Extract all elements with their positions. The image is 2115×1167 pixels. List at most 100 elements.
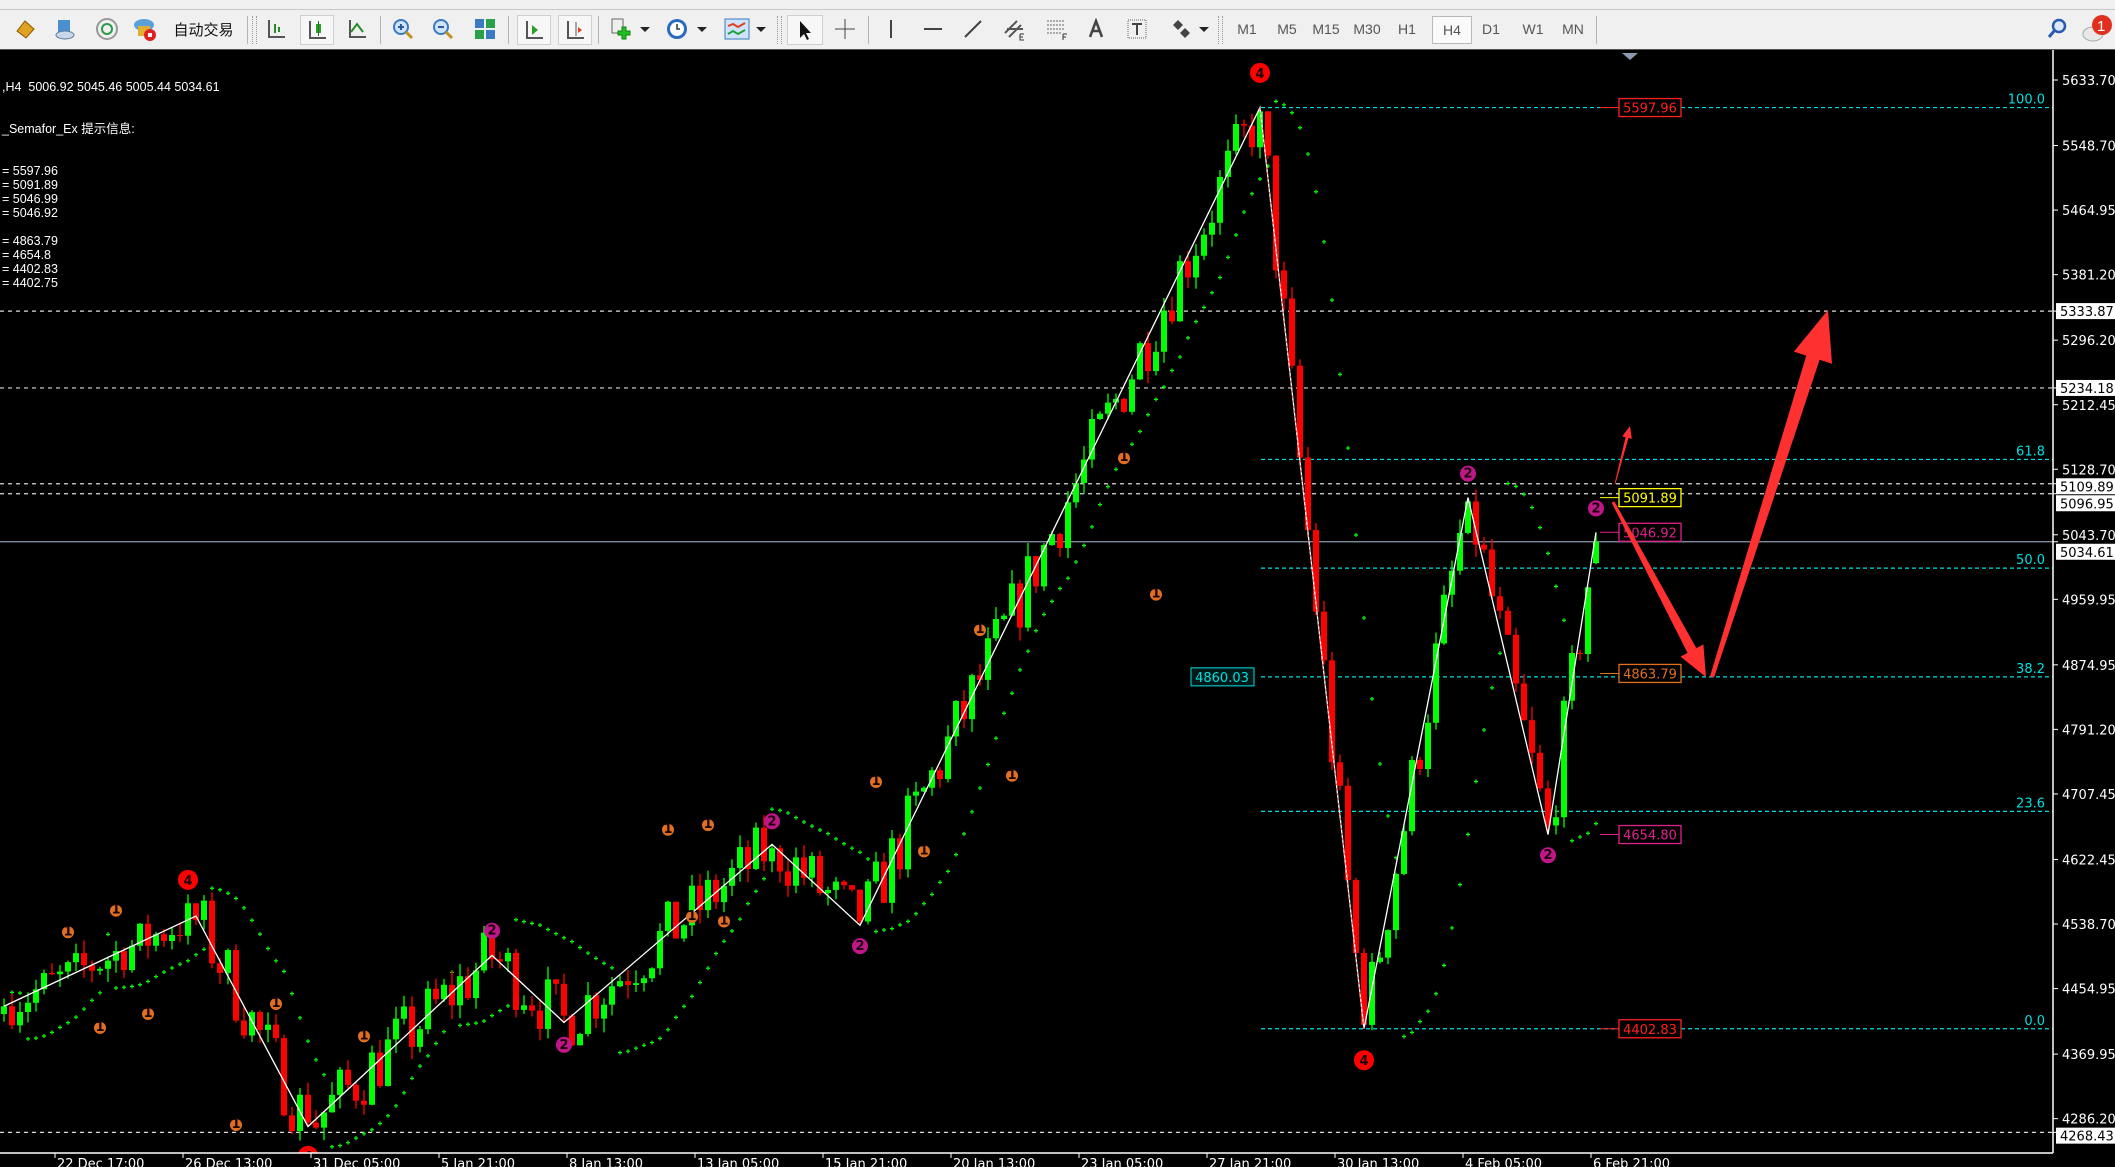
auto-trade-icon[interactable] [130, 15, 160, 43]
bar-chart-icon[interactable] [262, 15, 290, 43]
semafor-circle [1460, 465, 1476, 482]
candle-body [1481, 544, 1487, 550]
navigator-icon[interactable] [50, 15, 80, 43]
candle [1217, 170, 1223, 235]
sar-dot [834, 836, 838, 841]
timeframe-m5[interactable]: M5 [1277, 21, 1297, 37]
price-tick-label: 5381.20 [2062, 269, 2115, 284]
sar-dot [386, 1113, 390, 1118]
text-label-icon[interactable] [1122, 15, 1152, 43]
periods-clock-icon[interactable] [662, 15, 692, 43]
templates-dropdown-icon[interactable] [756, 27, 766, 32]
zoom-in-icon[interactable] [388, 15, 418, 43]
candle [49, 963, 55, 975]
candle [145, 914, 151, 959]
timeframe-mn[interactable]: MN [1562, 21, 1584, 37]
candle-body [49, 973, 55, 975]
tile-windows-icon[interactable] [470, 15, 500, 43]
vertical-line-icon[interactable] [878, 15, 904, 43]
line-chart-icon[interactable] [343, 15, 371, 43]
sar-dot [1594, 821, 1598, 826]
candle [953, 700, 959, 747]
semafor-marker-1: 1 [974, 622, 986, 637]
sar-dot [698, 980, 702, 985]
price-box [1618, 97, 1682, 118]
sar-dot [410, 1076, 414, 1081]
sar-dot [1418, 1019, 1422, 1024]
semafor-label: 4 [1359, 1054, 1368, 1069]
cursor-icon[interactable] [787, 15, 823, 45]
fib-price-box [1190, 667, 1255, 687]
sar-dot [1426, 1009, 1430, 1014]
sar-dot [914, 911, 918, 916]
signal-icon[interactable] [92, 15, 122, 43]
candle [1057, 532, 1063, 557]
sar-dot [1370, 696, 1374, 701]
semafor-label: 2 [487, 924, 496, 939]
candle [937, 767, 943, 788]
candle-body [841, 881, 847, 886]
templates-icon[interactable] [722, 15, 752, 43]
candle [241, 1006, 247, 1039]
sar-dot [426, 1053, 430, 1058]
fibonacci-icon[interactable] [1042, 15, 1072, 43]
timeframe-h4[interactable]: H4 [1432, 16, 1472, 44]
price-tick-label: 4707.45 [2062, 788, 2115, 803]
candle-body [857, 889, 863, 922]
sar-dot [1482, 728, 1486, 733]
horizontal-line-icon[interactable] [918, 15, 948, 43]
timeframe-m15[interactable]: M15 [1312, 21, 1340, 37]
sar-dot [866, 856, 870, 861]
notifications-button[interactable]: 1 [2080, 15, 2114, 43]
timeframe-m1[interactable]: M1 [1237, 21, 1257, 37]
zoom-out-icon[interactable] [428, 15, 458, 43]
sar-dot [850, 846, 854, 851]
candle [1193, 243, 1199, 289]
candle-body [1377, 957, 1383, 962]
timeframe-m30[interactable]: M30 [1353, 21, 1381, 37]
timeframe-h1[interactable]: H1 [1398, 21, 1416, 37]
candlestick-chart-icon[interactable] [300, 15, 334, 45]
candle-body [81, 953, 87, 966]
sar-dot [186, 958, 190, 963]
semafor-marker-2: 2 [1588, 500, 1604, 517]
candle-body [369, 1052, 375, 1105]
text-icon[interactable] [1082, 15, 1110, 43]
candle [273, 1014, 279, 1042]
candle-body [233, 950, 239, 1021]
crosshair-icon[interactable] [830, 15, 860, 43]
candle-body [345, 1069, 351, 1085]
semafor-label: 1 [975, 622, 984, 637]
sar-dot [1306, 152, 1310, 157]
price-tick-label: 4286.20 [2062, 1113, 2115, 1128]
arrows-dropdown-icon[interactable] [1199, 27, 1209, 32]
arrows-icon[interactable] [1166, 15, 1196, 43]
sar-dot [1202, 305, 1206, 310]
price-highlight-label: 5234.18 [2060, 382, 2114, 397]
periods-dropdown-icon[interactable] [697, 27, 707, 32]
sar-dot [1410, 1030, 1414, 1035]
candle [753, 822, 759, 871]
candle [1457, 519, 1463, 575]
trendline-icon[interactable] [958, 15, 988, 43]
chart-shift-icon[interactable] [558, 15, 592, 45]
indicators-dropdown-icon[interactable] [640, 27, 650, 32]
auto-scroll-icon[interactable] [517, 15, 551, 45]
sar-dot [210, 886, 214, 891]
price-chart[interactable]: 100.0 61.8 50.0 38.2 23.6 0.0 4860.03 5597.96 50… [0, 50, 2115, 1167]
semafor-marker-1: 1 [686, 909, 698, 924]
search-icon[interactable] [2043, 15, 2071, 43]
sar-dot [1002, 711, 1006, 716]
timeframe-d1[interactable]: D1 [1482, 21, 1500, 37]
semafor-circle [1250, 62, 1270, 83]
indicators-icon[interactable] [606, 15, 636, 43]
equidistant-channel-icon[interactable] [1000, 15, 1030, 43]
market-watch-icon[interactable] [10, 15, 40, 43]
sar-dot [1354, 532, 1358, 537]
chart-canvas[interactable]: 100.0 61.8 50.0 38.2 23.6 0.0 4860.03 5597.96 50… [0, 50, 2115, 1167]
timeframe-w1[interactable]: W1 [1522, 21, 1544, 37]
auto-trade-button[interactable]: 自动交易 [173, 20, 234, 39]
sar-dot [1458, 882, 1462, 887]
candle-body [73, 953, 79, 963]
sar-dot [362, 1131, 366, 1136]
